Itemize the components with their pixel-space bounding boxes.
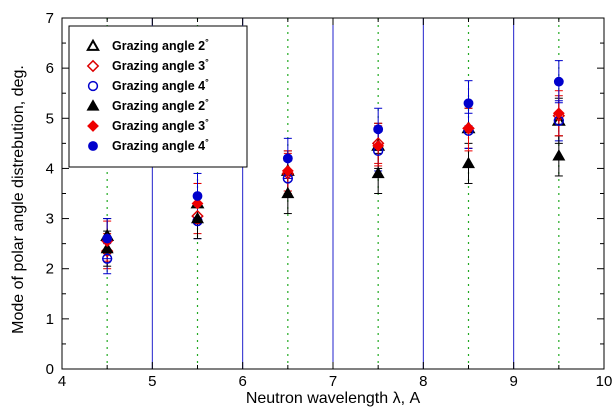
- legend-marker: [88, 141, 98, 151]
- legend: Grazing angle 2° Grazing angle 3° Grazing …: [68, 25, 248, 168]
- y-tick-label: 2: [46, 261, 54, 278]
- y-tick-label: 6: [46, 60, 54, 77]
- legend-marker: [86, 99, 100, 111]
- x-tick-label: 10: [596, 373, 613, 390]
- x-tick-label: 9: [509, 373, 517, 390]
- legend-label: Grazing angle 4°: [112, 77, 209, 93]
- data-point: [553, 76, 564, 87]
- data-point: [372, 139, 385, 152]
- x-tick-labels: 4 5 6 7 8 9 10: [58, 373, 613, 390]
- data-point: [101, 253, 113, 264]
- data-point: [373, 124, 384, 135]
- y-tick-label: 4: [46, 160, 54, 177]
- legend-label: Grazing angle 4°: [112, 137, 209, 153]
- data-point: [282, 153, 293, 164]
- data-point: [192, 191, 203, 201]
- y-tick-label: 5: [46, 110, 54, 127]
- data-point: [462, 156, 475, 169]
- data-point: [100, 241, 114, 254]
- data-point: [463, 98, 474, 109]
- legend-label: Grazing angle 2°: [112, 37, 209, 53]
- legend-label: Grazing angle 2°: [112, 97, 209, 113]
- y-tick-label: 7: [46, 10, 54, 27]
- x-tick-label: 5: [148, 373, 156, 390]
- y-axis-label: Mode of polar angle distrebution, deg.: [10, 65, 27, 334]
- data-point: [191, 197, 204, 210]
- legend-label: Grazing angle 3°: [112, 117, 209, 133]
- legend-marker: [87, 120, 99, 132]
- data-markers: [100, 76, 566, 264]
- data-point: [281, 186, 295, 199]
- y-tick-label: 1: [46, 311, 54, 328]
- data-point: [552, 107, 565, 120]
- legend-label: Grazing angle 3°: [112, 57, 209, 73]
- y-tick-label: 3: [46, 211, 54, 228]
- legend-marker: [87, 80, 99, 92]
- axis-ticks: [61, 17, 605, 370]
- data-point: [371, 166, 385, 179]
- data-point: [191, 211, 204, 224]
- data-point: [102, 233, 113, 244]
- legend-marker: [86, 59, 100, 73]
- x-tick-label: 8: [419, 373, 427, 390]
- y-tick-label: 0: [46, 361, 54, 378]
- y-tick-labels: 0 1 2 3 4 5 6 7: [46, 10, 54, 378]
- x-axis-label: Neutron wavelength λ, A: [246, 390, 421, 407]
- data-point: [462, 122, 475, 135]
- x-tick-label: 6: [238, 373, 246, 390]
- legend-marker: [86, 38, 100, 51]
- data-point: [281, 165, 294, 177]
- x-tick-label: 7: [329, 373, 337, 390]
- data-point: [552, 149, 566, 161]
- x-tick-label: 4: [58, 373, 66, 390]
